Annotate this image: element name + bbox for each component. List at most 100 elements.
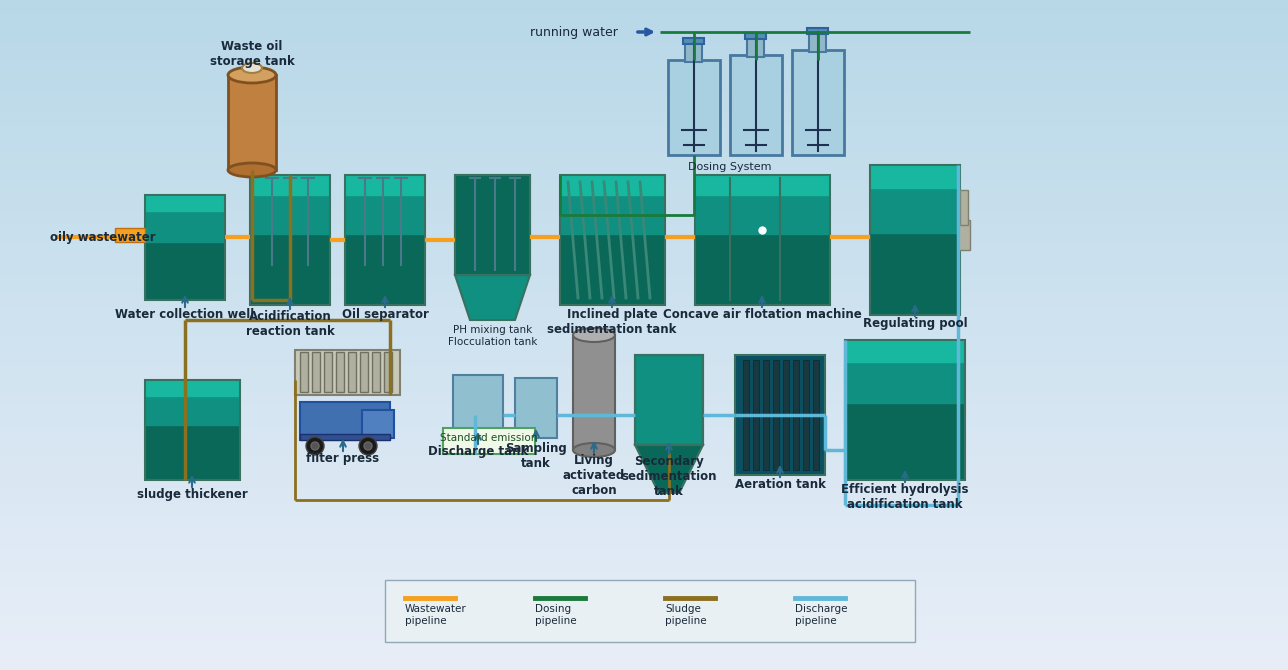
Bar: [300, 434, 390, 440]
Bar: [0, 358, 1288, 359]
Text: Acidification
reaction tank: Acidification reaction tank: [246, 310, 335, 338]
Bar: [0, 104, 1288, 105]
Bar: [0, 639, 1288, 640]
Bar: [0, 485, 1288, 486]
Bar: [0, 371, 1288, 372]
Bar: [0, 225, 1288, 226]
Bar: [0, 88, 1288, 89]
Bar: [0, 219, 1288, 220]
Bar: [635, 355, 703, 445]
Bar: [732, 57, 781, 153]
Bar: [0, 530, 1288, 531]
Bar: [0, 239, 1288, 240]
Ellipse shape: [228, 67, 276, 83]
Bar: [0, 198, 1288, 199]
Bar: [0, 0, 1288, 1]
Bar: [0, 428, 1288, 429]
Text: Standard emission: Standard emission: [440, 433, 537, 443]
Bar: [0, 453, 1288, 454]
Bar: [0, 204, 1288, 205]
Bar: [0, 292, 1288, 293]
Bar: [0, 376, 1288, 377]
Bar: [0, 215, 1288, 216]
Bar: [0, 440, 1288, 441]
Bar: [0, 529, 1288, 530]
Bar: [0, 663, 1288, 664]
Bar: [0, 160, 1288, 161]
Bar: [0, 152, 1288, 153]
Bar: [251, 176, 328, 304]
Bar: [802, 360, 809, 470]
Bar: [0, 244, 1288, 245]
Bar: [0, 574, 1288, 575]
Bar: [0, 571, 1288, 572]
Bar: [0, 19, 1288, 20]
Bar: [0, 390, 1288, 391]
Bar: [0, 495, 1288, 496]
Bar: [0, 660, 1288, 661]
Bar: [146, 381, 240, 425]
Bar: [0, 422, 1288, 423]
Ellipse shape: [242, 63, 261, 73]
Bar: [0, 165, 1288, 166]
Bar: [0, 69, 1288, 70]
Bar: [0, 501, 1288, 502]
Bar: [0, 273, 1288, 274]
Bar: [0, 347, 1288, 348]
Bar: [747, 37, 764, 57]
Bar: [0, 508, 1288, 509]
Bar: [0, 446, 1288, 447]
Bar: [730, 55, 782, 155]
Bar: [0, 101, 1288, 102]
Bar: [0, 89, 1288, 90]
Bar: [0, 102, 1288, 103]
Bar: [0, 565, 1288, 566]
Bar: [0, 234, 1288, 235]
Bar: [0, 294, 1288, 295]
Bar: [0, 98, 1288, 99]
Bar: [0, 572, 1288, 573]
Bar: [683, 38, 705, 44]
Bar: [0, 23, 1288, 24]
Bar: [0, 205, 1288, 206]
Bar: [0, 326, 1288, 327]
Bar: [0, 290, 1288, 291]
Bar: [0, 269, 1288, 270]
Bar: [0, 130, 1288, 131]
Bar: [0, 625, 1288, 626]
Bar: [871, 166, 960, 232]
Bar: [0, 155, 1288, 156]
Text: Living
activated
carbon: Living activated carbon: [563, 454, 625, 497]
Bar: [0, 255, 1288, 256]
Bar: [295, 350, 401, 395]
Bar: [0, 63, 1288, 64]
Bar: [0, 461, 1288, 462]
Bar: [0, 449, 1288, 450]
Bar: [0, 265, 1288, 266]
Bar: [0, 655, 1288, 656]
Bar: [0, 28, 1288, 29]
Bar: [0, 141, 1288, 142]
Bar: [146, 381, 240, 396]
Bar: [300, 402, 390, 440]
Bar: [0, 140, 1288, 141]
Bar: [0, 83, 1288, 84]
Bar: [0, 258, 1288, 259]
Bar: [0, 531, 1288, 532]
Bar: [0, 514, 1288, 515]
Bar: [0, 581, 1288, 582]
Bar: [813, 360, 819, 470]
Bar: [0, 416, 1288, 417]
Bar: [0, 420, 1288, 421]
Bar: [0, 507, 1288, 508]
Bar: [846, 341, 963, 479]
Bar: [0, 192, 1288, 193]
Bar: [0, 490, 1288, 491]
Bar: [845, 340, 965, 480]
Bar: [0, 417, 1288, 418]
Bar: [0, 222, 1288, 223]
Bar: [0, 474, 1288, 475]
Bar: [0, 421, 1288, 422]
Bar: [0, 505, 1288, 506]
Bar: [0, 457, 1288, 458]
